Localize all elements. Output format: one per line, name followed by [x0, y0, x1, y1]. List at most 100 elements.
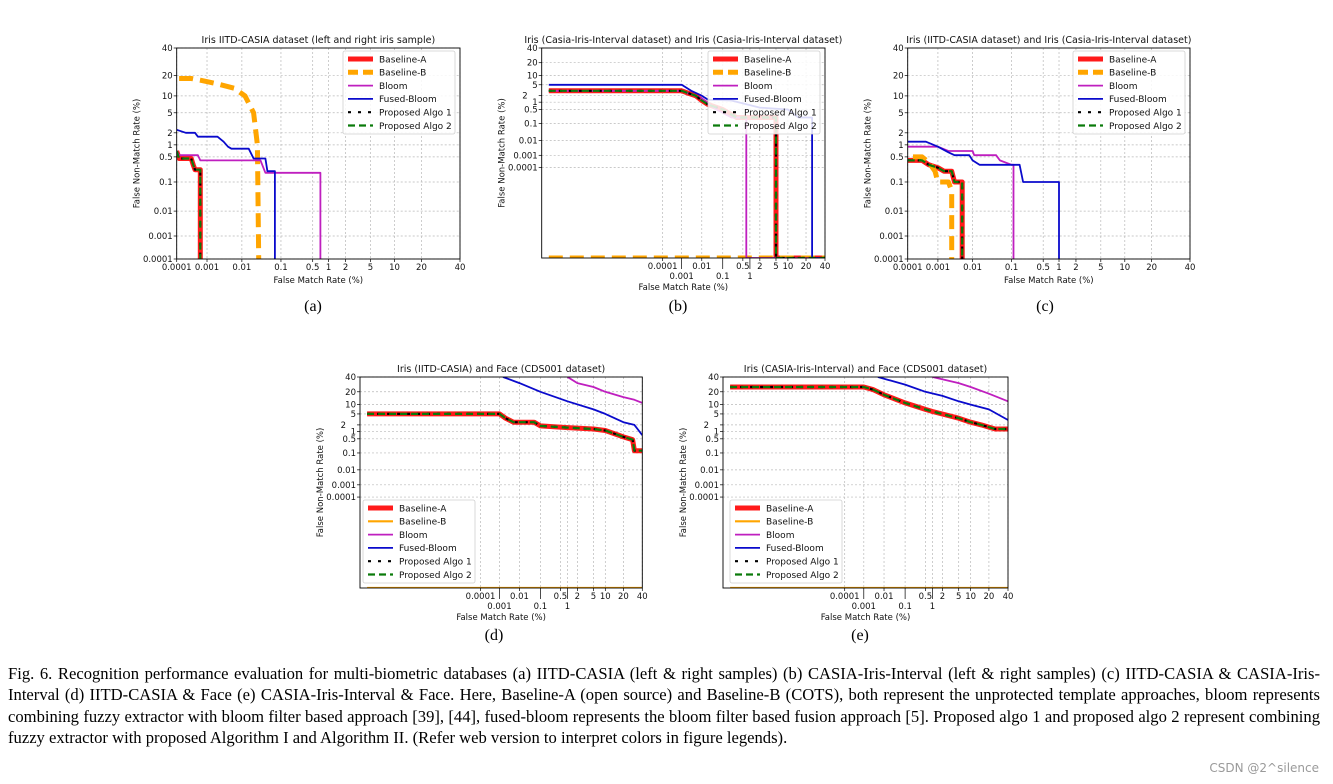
- legend-entry: Fused-Bloom: [379, 95, 437, 105]
- series-line-baseline-b: [179, 76, 262, 259]
- x-tick-label: 10: [1119, 263, 1130, 273]
- y-tick-label: 0.001: [879, 232, 903, 242]
- x-tick-label: 0.01: [692, 262, 711, 272]
- x-tick-label: 40: [1185, 263, 1196, 273]
- x-tick-label: 1: [565, 602, 570, 612]
- y-tick-label: 10: [527, 72, 538, 82]
- y-tick-label: 0.0001: [689, 493, 719, 503]
- y-axis-label: False Non-Match Rate (%): [133, 99, 143, 209]
- x-tick-label: 0.5: [1036, 263, 1050, 273]
- x-tick-label: 2: [575, 592, 580, 602]
- figure-caption: Fig. 6. Recognition performance evaluati…: [8, 664, 1320, 747]
- legend-entry: Baseline-A: [1109, 55, 1157, 65]
- x-axis-label: False Match Rate (%): [456, 613, 546, 623]
- x-tick-label: 0.001: [926, 263, 950, 273]
- legend-entry: Proposed Algo 1: [1109, 109, 1182, 119]
- x-tick-label: 5: [956, 592, 961, 602]
- y-tick-label: 0.1: [342, 449, 356, 459]
- x-tick-label: 0.0001: [162, 263, 192, 273]
- x-tick-label: 20: [1146, 263, 1157, 273]
- y-tick-label: 0.001: [332, 481, 356, 491]
- x-tick-label: 2: [757, 262, 762, 272]
- legend-entry: Proposed Algo 2: [379, 122, 452, 132]
- x-tick-label: 0.001: [195, 263, 219, 273]
- x-axis-label: False Match Rate (%): [274, 276, 364, 286]
- x-tick-label: 0.5: [736, 262, 750, 272]
- y-tick-label: 10: [708, 401, 719, 411]
- y-tick-label: 40: [893, 44, 904, 54]
- y-tick-label: 2: [341, 421, 346, 431]
- y-tick-label: 1: [714, 427, 719, 437]
- y-tick-label: 5: [898, 109, 903, 119]
- x-tick-label: 1: [930, 602, 935, 612]
- y-axis-label: False Non-Match Rate (%): [498, 98, 508, 208]
- x-tick-label: 5: [1098, 263, 1103, 273]
- y-tick-label: 5: [714, 410, 719, 420]
- legend-entry: Baseline-A: [766, 504, 814, 514]
- x-tick-label: 1: [326, 263, 331, 273]
- y-tick-label: 20: [162, 71, 173, 81]
- y-tick-label: 10: [345, 401, 356, 411]
- legend: Baseline-A Baseline-B Bloom Fused-Bloom Prop…: [707, 50, 821, 135]
- x-tick-label: 20: [801, 262, 812, 272]
- legend-entry: Baseline-B: [766, 518, 813, 528]
- x-tick-label: 10: [782, 262, 793, 272]
- legend-entry: Proposed Algo 2: [1109, 122, 1182, 132]
- x-tick-label: 0.0001: [466, 592, 496, 602]
- legend-entry: Bloom: [399, 531, 427, 541]
- legend: Baseline-A Baseline-B Bloom Fused-Bloom Prop…: [729, 499, 843, 584]
- x-axis-label: False Match Rate (%): [639, 283, 729, 293]
- y-tick-label: 0.1: [524, 120, 538, 130]
- x-tick-label: 2: [343, 263, 348, 273]
- legend: Baseline-A Baseline-B Bloom Fused-Bloom Prop…: [362, 499, 476, 584]
- y-tick-label: 1: [167, 141, 172, 151]
- y-tick-label: 0.5: [524, 106, 538, 116]
- y-tick-label: 20: [345, 388, 356, 398]
- y-tick-label: 0.01: [700, 466, 719, 476]
- x-tick-label: 0.1: [898, 602, 912, 612]
- x-tick-label: 1: [747, 272, 752, 282]
- y-tick-label: 5: [167, 109, 172, 119]
- y-tick-label: 0.5: [705, 435, 719, 445]
- legend-entry: Bloom: [766, 531, 794, 541]
- plot-frame: [541, 47, 826, 259]
- x-tick-label: 0.0001: [648, 262, 678, 272]
- y-tick-label: 2: [704, 421, 709, 431]
- y-tick-label: 0.5: [890, 153, 904, 163]
- legend-entry: Fused-Bloom: [1109, 95, 1167, 105]
- x-tick-label: 10: [389, 263, 400, 273]
- series-line-proposed-algo-2: [730, 385, 1008, 431]
- subfigure-label-b: (b): [668, 298, 688, 315]
- legend-entry: Proposed Algo 1: [399, 558, 472, 568]
- legend: Baseline-A Baseline-B Bloom Fused-Bloom Prop…: [342, 50, 456, 135]
- plot-frame: [722, 376, 1009, 589]
- chart-0: 0.0001 0.001 0.01 0.1 0.5 1 2 5 10 20 404020105210…: [133, 35, 466, 286]
- legend-entry: Proposed Algo 2: [744, 122, 817, 132]
- y-tick-label: 0.01: [154, 207, 173, 217]
- y-tick-label: 40: [708, 373, 719, 383]
- y-tick-label: 0.01: [519, 136, 538, 146]
- y-tick-label: 0.0001: [874, 255, 904, 265]
- y-axis-label: False Non-Match Rate (%): [679, 428, 689, 538]
- x-tick-label: 20: [983, 592, 994, 602]
- y-axis-label: False Non-Match Rate (%): [864, 99, 874, 209]
- series-line-bloom: [567, 377, 643, 404]
- legend-entry: Baseline-B: [379, 69, 426, 79]
- x-axis-label: False Match Rate (%): [1004, 276, 1094, 286]
- x-tick-label: 0.1: [534, 602, 548, 612]
- series-line-bloom: [932, 377, 1008, 403]
- y-tick-label: 0.001: [513, 151, 537, 161]
- x-tick-label: 0.5: [554, 592, 568, 602]
- legend-entry: Baseline-B: [744, 69, 791, 79]
- y-tick-label: 0.5: [159, 153, 173, 163]
- y-tick-label: 0.01: [885, 207, 904, 217]
- series-line-fused-bloom: [502, 377, 643, 436]
- legend-entry: Proposed Algo 1: [379, 109, 452, 119]
- legend-entry: Fused-Bloom: [766, 544, 824, 554]
- legend-entry: Proposed Algo 1: [766, 558, 839, 568]
- y-tick-label: 20: [527, 59, 538, 69]
- plot-frame: [176, 47, 461, 260]
